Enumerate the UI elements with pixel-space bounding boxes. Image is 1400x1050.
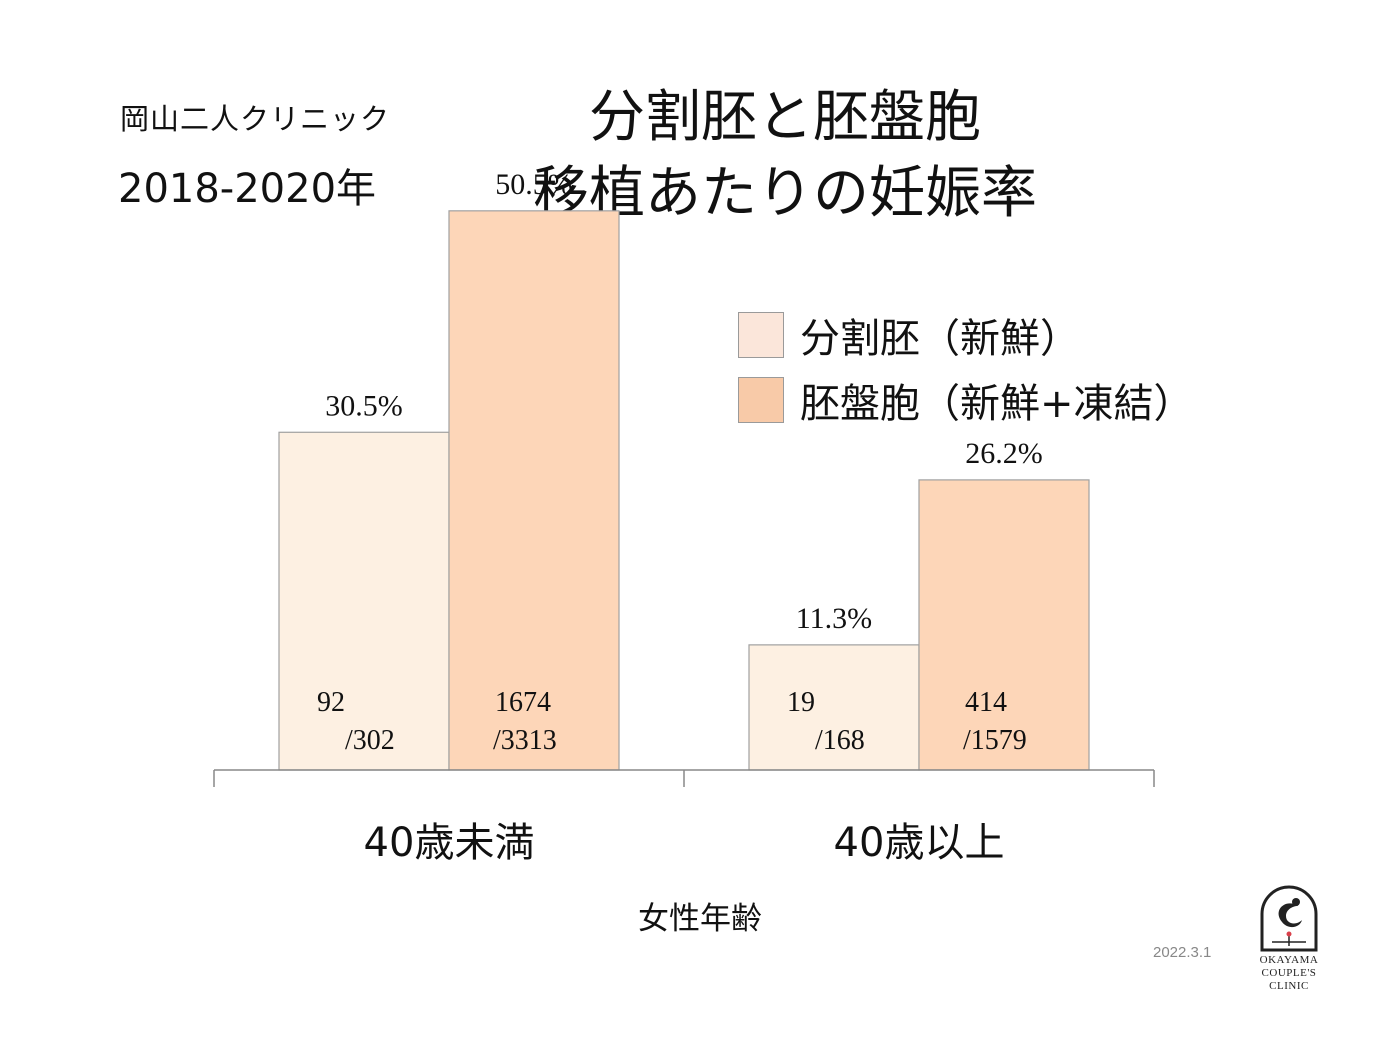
legend-label-blastocyst: 胚盤胞（新鮮+凍結） <box>800 381 1194 427</box>
logo-text-line-2: COUPLE'S <box>1261 967 1317 979</box>
x-tick-label-1: 40歳以上 <box>834 820 1005 866</box>
bar-count-numerator-0-0: 92 <box>317 687 345 718</box>
bar-1-1 <box>918 479 1090 771</box>
legend-swatch-blastocyst <box>738 377 784 423</box>
bar-0-0 <box>278 431 450 771</box>
clinic-name: 岡山二人クリニック <box>120 102 391 136</box>
bar-count-denominator-1-0: /3313 <box>493 725 557 756</box>
bar-count-denominator-1-1: /1579 <box>963 725 1027 756</box>
x-axis-title: 女性年齢 <box>638 901 762 937</box>
bar-1-0 <box>448 210 620 771</box>
bar-value-label-0-1: 11.3% <box>796 602 872 635</box>
crane-emblem-icon <box>1260 885 1318 952</box>
period-label: 2018-2020年 <box>118 166 377 212</box>
clinic-logo: OKAYAMA COUPLE'S CLINIC <box>1256 884 1322 994</box>
bar-count-numerator-1-0: 1674 <box>495 687 551 718</box>
chart-title-line-1: 分割胚と胚盤胞 <box>589 85 981 150</box>
legend-label-cleavage: 分割胚（新鮮） <box>800 316 1080 362</box>
bar-count-denominator-0-1: /168 <box>815 725 865 756</box>
bar-value-label-1-0: 50.5% <box>495 168 573 201</box>
bar-count-numerator-1-1: 414 <box>965 687 1007 718</box>
legend-swatch-cleavage <box>738 312 784 358</box>
logo-text-line-3: CLINIC <box>1269 980 1309 992</box>
x-tick-label-0: 40歳未満 <box>364 820 535 866</box>
bar-value-label-0-0: 30.5% <box>325 389 403 422</box>
legend-item-blastocyst: 胚盤胞（新鮮+凍結） <box>738 374 1194 427</box>
date-stamp: 2022.3.1 <box>1153 944 1212 961</box>
bar-value-label-1-1: 26.2% <box>965 437 1043 470</box>
bar-count-denominator-0-0: /302 <box>345 725 395 756</box>
legend-item-cleavage: 分割胚（新鮮） <box>738 309 1080 362</box>
bar-count-numerator-0-1: 19 <box>787 687 815 718</box>
logo-text-line-1: OKAYAMA <box>1259 954 1319 966</box>
bar-0-1 <box>748 644 920 771</box>
